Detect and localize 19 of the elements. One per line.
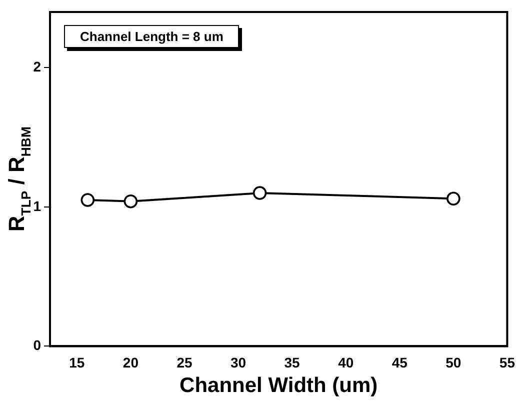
x-tick-label: 55 bbox=[499, 354, 516, 370]
x-tick-label: 30 bbox=[230, 354, 246, 370]
point bbox=[446, 192, 460, 206]
annotation: Channel Length = 8 um bbox=[64, 25, 240, 48]
point bbox=[252, 186, 267, 200]
y-tick-label: 0 bbox=[33, 337, 42, 354]
y-axis-title: RTLP / RHBM bbox=[4, 126, 34, 232]
x-tick-label: 20 bbox=[122, 354, 139, 370]
x-tick-label: 15 bbox=[69, 354, 85, 370]
x-axis-title: Channel Width (um) bbox=[180, 374, 378, 397]
y-tick-label: 1 bbox=[33, 198, 42, 214]
x-tick-label: 25 bbox=[176, 354, 192, 370]
point bbox=[80, 193, 95, 207]
y-tick-label: 2 bbox=[33, 58, 42, 75]
x-tick-label: 40 bbox=[338, 354, 354, 370]
x-tick-label: 45 bbox=[392, 354, 408, 370]
x-tick-label: 35 bbox=[284, 354, 300, 370]
x-tick-label: 50 bbox=[446, 354, 462, 370]
point bbox=[124, 194, 138, 208]
